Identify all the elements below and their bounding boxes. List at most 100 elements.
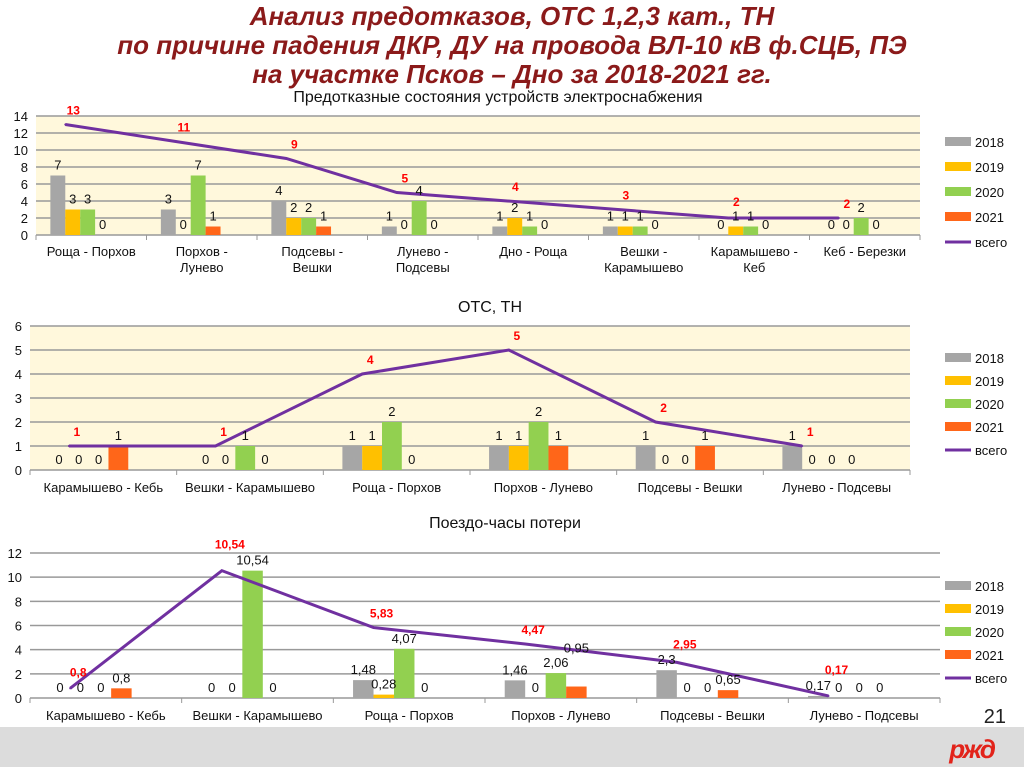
data-label: 3 — [69, 192, 76, 207]
data-label: 0,28 — [371, 677, 396, 692]
data-label: 7 — [54, 158, 61, 173]
data-label: 7 — [195, 158, 202, 173]
total-label: 3 — [622, 189, 629, 203]
total-label: 2 — [733, 195, 740, 209]
bar-2020 — [743, 226, 759, 235]
line-point — [507, 349, 510, 351]
data-label: 2 — [858, 200, 865, 215]
data-label: 4,07 — [392, 631, 417, 646]
line-point — [372, 626, 375, 629]
x-category-label: Дно - Роща — [499, 244, 568, 259]
y-tick-label: 6 — [15, 619, 22, 634]
data-label: 1 — [607, 209, 614, 224]
y-tick-label: 2 — [15, 415, 22, 430]
bar-2018 — [504, 680, 526, 698]
legend-label: 2021 — [975, 210, 1004, 225]
data-label: 1 — [526, 209, 533, 224]
bar-2021 — [548, 446, 569, 470]
bar-2021 — [111, 688, 132, 698]
chart-title: Предотказные состояния устройств электро… — [293, 89, 702, 106]
x-category-label: Лунево - Подсевы — [810, 708, 919, 723]
bar-2019 — [65, 209, 81, 235]
data-label: 0,17 — [806, 678, 831, 693]
total-label: 2 — [843, 197, 850, 211]
total-label: 1 — [220, 425, 227, 439]
data-label: 4 — [275, 183, 282, 198]
legend-label: 2021 — [975, 420, 1004, 435]
bar-2018 — [656, 670, 677, 698]
bar-2020 — [853, 218, 869, 235]
data-label: 0 — [843, 217, 850, 232]
total-label: 4 — [367, 353, 374, 367]
legend-label: всего — [975, 235, 1007, 250]
data-label: 2,3 — [658, 652, 676, 667]
data-label: 10,54 — [236, 553, 269, 568]
x-category-label: Карамышево -Кеб — [711, 244, 798, 275]
legend-label: 2019 — [975, 160, 1004, 175]
slide-title: Анализ предотказов, ОТС 1,2,3 кат., ТН п… — [0, 2, 1024, 89]
bar-2021 — [108, 446, 129, 470]
y-tick-label: 2 — [15, 667, 22, 682]
legend-swatch-2020 — [945, 187, 971, 196]
line-point — [220, 569, 223, 572]
data-label: 0 — [99, 217, 106, 232]
legend-label: 2018 — [975, 135, 1004, 150]
total-label: 0,8 — [70, 665, 87, 679]
y-tick-label: 0 — [15, 691, 22, 706]
line-point — [801, 445, 804, 447]
line-point — [285, 157, 288, 160]
data-label: 0 — [208, 680, 215, 695]
y-tick-label: 5 — [15, 343, 22, 358]
legend-swatch-2020 — [945, 627, 971, 636]
legend-swatch-2021 — [945, 422, 971, 431]
data-label: 0,95 — [564, 641, 589, 656]
y-tick-label: 2 — [21, 211, 28, 226]
x-category-label: Роща - Порхов — [47, 244, 136, 259]
total-label: 10,54 — [215, 538, 245, 552]
x-category-label: Вешки - Карамышево — [185, 480, 315, 495]
bar-2020 — [80, 209, 96, 235]
data-label: 0 — [762, 217, 769, 232]
data-label: 0 — [532, 680, 539, 695]
line-point — [64, 123, 67, 126]
data-label: 0 — [202, 452, 209, 467]
bar-2018 — [635, 446, 656, 470]
total-label: 5 — [401, 172, 408, 186]
line-total — [69, 568, 829, 698]
x-category-label: Лунево - Подсевы — [782, 480, 891, 495]
bar-2020 — [301, 218, 317, 235]
x-category-label: Карамышево - Кебь — [46, 708, 166, 723]
chart-preotkazy: Предотказные состояния устройств электро… — [14, 89, 1008, 275]
data-label: 0 — [808, 452, 815, 467]
data-label: 0 — [683, 680, 690, 695]
data-label: 0 — [876, 680, 883, 695]
data-label: 0,8 — [112, 670, 130, 685]
line-total — [68, 348, 803, 448]
data-label: 1 — [701, 428, 708, 443]
y-tick-label: 6 — [21, 177, 28, 192]
legend-label: всего — [975, 443, 1007, 458]
bar-2019 — [286, 218, 302, 235]
data-label: 1 — [732, 209, 739, 224]
data-label: 0 — [848, 452, 855, 467]
line-point — [675, 661, 678, 664]
total-label: 4 — [512, 180, 519, 194]
line-point — [654, 421, 657, 423]
line-point — [727, 217, 730, 219]
data-label: 0 — [872, 217, 879, 232]
data-label: 0 — [222, 452, 229, 467]
bar-2020 — [545, 673, 567, 698]
legend-swatch-2018 — [945, 353, 971, 362]
data-label: 0 — [828, 452, 835, 467]
data-label: 0 — [228, 680, 235, 695]
legend-label: 2019 — [975, 374, 1004, 389]
bar-2018 — [50, 175, 66, 235]
bar-2020 — [382, 422, 402, 470]
line-point — [214, 445, 217, 447]
data-label: 0,65 — [715, 672, 740, 687]
bar-2018 — [381, 226, 397, 235]
data-label: 3 — [84, 192, 91, 207]
data-label: 1,46 — [502, 662, 527, 677]
data-label: 4 — [416, 183, 423, 198]
